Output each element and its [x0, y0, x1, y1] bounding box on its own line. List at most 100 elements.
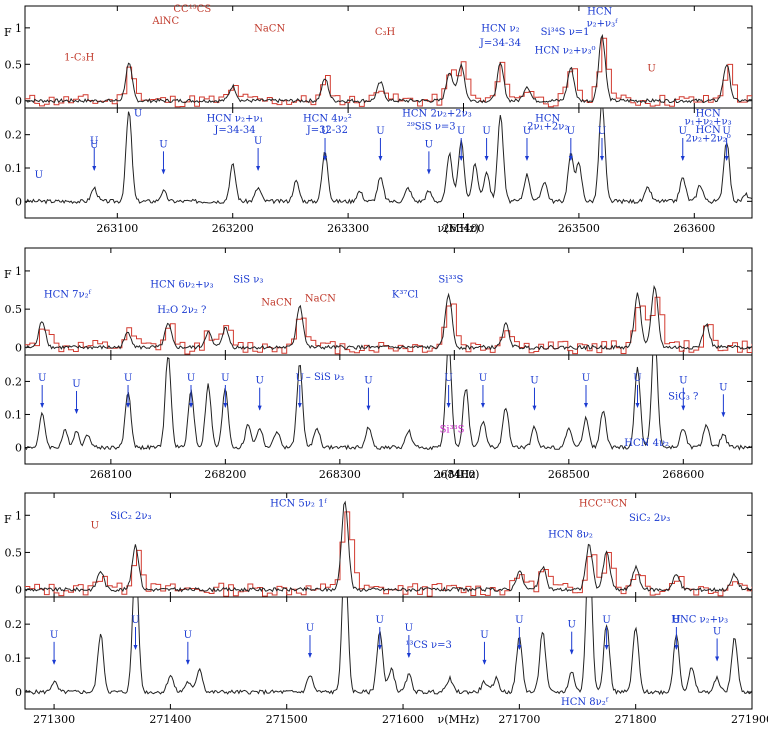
- panel-frame: [24, 354, 753, 465]
- y-tick-label: 0: [15, 584, 22, 597]
- y-tick-label: 0: [15, 441, 22, 454]
- marker-arrowhead: [126, 403, 131, 408]
- unidentified-line-label: U: [376, 615, 384, 626]
- traces: [25, 355, 752, 451]
- line-label: 2ν₁+2ν₂: [527, 122, 568, 133]
- x-tick-label: 271300: [33, 713, 75, 726]
- marker-arrowhead: [378, 156, 383, 161]
- y-tick-label: 0.1: [5, 162, 23, 175]
- observed-trace-black: [25, 284, 752, 351]
- marker-arrowhead: [323, 156, 328, 161]
- line-label: HCN 5ν₂ 1ᶠ: [270, 498, 327, 509]
- panel-frame: [24, 492, 753, 598]
- x-tick-label: 263600: [673, 222, 715, 235]
- line-label: 1-C₃H: [64, 53, 94, 64]
- marker-arrowhead: [532, 405, 537, 411]
- traces: [25, 108, 752, 205]
- marker-arrowhead: [52, 659, 57, 665]
- line-label: SiC₂ 2ν₃: [629, 513, 670, 524]
- marker-arrowhead: [524, 156, 529, 161]
- traces: [25, 33, 752, 108]
- line-label: HCC¹³CN: [579, 498, 628, 509]
- y-tick-label: 0.2: [5, 129, 23, 142]
- x-tick-label: 263400: [443, 222, 485, 235]
- y-tick-label: 1: [15, 509, 22, 522]
- x-tick-label: 268300: [319, 468, 361, 481]
- observed-trace-black: [25, 500, 752, 593]
- unidentified-line-label: U: [221, 373, 229, 384]
- x-tick-label: 263300: [327, 222, 369, 235]
- line-label: 2ν₂+2ν₂⁰: [686, 133, 731, 144]
- line-label: U: [35, 170, 43, 181]
- marker-arrowhead: [599, 156, 604, 161]
- unidentified-line-label: U: [124, 373, 132, 384]
- line-label: Si³³S: [440, 425, 465, 436]
- line-label: ¹³CS ν=3: [405, 640, 452, 651]
- marker-arrowhead: [480, 403, 485, 408]
- marker-arrowhead: [569, 649, 574, 655]
- unidentified-line-label: U: [187, 373, 195, 384]
- marker-arrowhead: [517, 645, 522, 650]
- marker-arrowhead: [366, 405, 371, 411]
- marker-arrowhead: [635, 403, 640, 408]
- y-tick-label: 0.5: [5, 303, 23, 316]
- marker-arrowhead: [674, 645, 679, 650]
- observed-trace-red: [25, 37, 752, 108]
- top-panel: 0 0.5 1F HCN 7ν₂ᶠ HCN 6ν₂+ν₃ SiS ν₃ H₂O 2ν₂ ? N…: [4, 247, 753, 356]
- y-tick-label: 1: [15, 22, 22, 35]
- marker-arrowhead: [161, 169, 166, 175]
- unidentified-line-label: U: [38, 373, 46, 384]
- unidentified-line-label: U: [376, 126, 384, 137]
- unidentified-line-label: U: [254, 136, 262, 147]
- x-tick-label: 271700: [498, 713, 540, 726]
- y-tick-label: 0.5: [5, 58, 23, 71]
- line-label: AlNC: [151, 16, 179, 27]
- line-label: J=32-32: [306, 125, 348, 136]
- observed-trace-black: [25, 355, 752, 451]
- unidentified-line-label: U: [479, 373, 487, 384]
- line-label: HNC ν₂+ν₃: [671, 614, 728, 625]
- line-label: K³⁷Cl: [392, 290, 418, 301]
- unidentified-line-label: U: [306, 623, 314, 634]
- marker-arrowhead: [681, 405, 686, 411]
- line-label: HCN 4ν₂: [624, 438, 669, 449]
- y-tick-label: 1: [15, 265, 22, 278]
- traces: [25, 597, 752, 696]
- unidentified-line-label: U: [567, 126, 575, 137]
- line-label: HCN: [696, 108, 721, 119]
- unidentified-line-label: U: [457, 126, 465, 137]
- marker-arrowhead: [568, 156, 573, 161]
- line-label: HCN 8ν₂ᶠ: [561, 697, 609, 708]
- line-label: SiS ν₃: [233, 274, 263, 285]
- unidentified-line-label: U: [722, 126, 730, 137]
- line-label: J=34-34: [213, 125, 255, 136]
- marker-arrowhead: [482, 659, 487, 665]
- traces: [25, 284, 752, 355]
- marker-arrowhead: [185, 659, 190, 665]
- line-label: U: [134, 108, 142, 119]
- unidentified-line-label: U: [444, 373, 452, 384]
- unidentified-line-label: U: [582, 373, 590, 384]
- marker-arrowhead: [92, 166, 97, 171]
- y-tick-label: 0.1: [5, 408, 23, 421]
- unidentified-line-label: U: [90, 136, 98, 147]
- panel-frame: [24, 247, 753, 356]
- x-tick-label: 263200: [212, 222, 254, 235]
- line-label: ν₁+ν₂+ν₃: [685, 117, 732, 128]
- line-label: C₃H: [375, 27, 396, 38]
- marker-arrowhead: [189, 403, 194, 408]
- bottom-panel: 0 0.1 0.2 U U U U U U U U U U U U ¹³CS ν=3 HNC ν₂+ν₃ HCN …: [5, 596, 753, 710]
- y-tick-label: 0: [15, 95, 22, 108]
- marker-arrowhead: [426, 169, 431, 175]
- marker-arrowhead: [721, 412, 726, 418]
- line-label: ²⁹SiS ν=3: [407, 122, 456, 133]
- unidentified-line-label: U: [159, 139, 167, 150]
- line-label: HCN 8ν₂: [548, 530, 593, 541]
- x-tick-label: 271800: [615, 713, 657, 726]
- marker-arrowhead: [377, 645, 382, 650]
- line-label: – SiS ν₃: [306, 372, 344, 383]
- line-label: ν₂+ν₃ᶠ: [587, 18, 619, 29]
- spectrum-block-2: 0 0.5 1F HCN 7ν₂ᶠ HCN 6ν₂+ν₃ SiS ν₃ H₂O 2ν₂ ? N…: [4, 247, 753, 481]
